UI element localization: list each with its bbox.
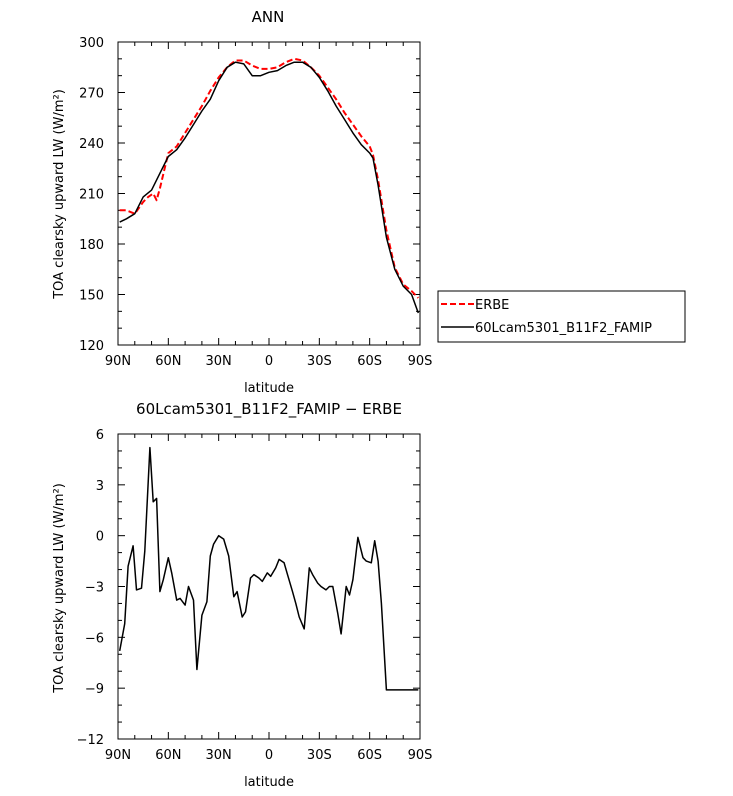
bottom-axis-ticks: 90N 60N 30N 0 30S 60S 90S −12 −9 −6 −3 0 3 6 — [77, 428, 433, 763]
top-series-60lcam5301-b11f2-famip-line — [119, 61, 420, 314]
top-x-tick-label: 30N — [206, 354, 232, 369]
bottom-y-tick-label: −3 — [85, 581, 104, 596]
bottom-series-lines — [118, 446, 419, 691]
bottom-y-axis-title: TOA clearsky upward LW (W/m²) — [52, 483, 67, 694]
bottom-y-tick-label: −6 — [85, 631, 104, 646]
top-y-tick-label: 300 — [79, 36, 104, 51]
top-y-tick-label: 210 — [79, 188, 104, 203]
legend-box — [437, 290, 686, 343]
top-y-tick-label: 270 — [79, 87, 104, 102]
top-x-tick-label: 90N — [105, 354, 131, 369]
bottom-panel: 60Lcam5301_B11F2_FAMIP − ERBE 90N 60N 30N 0… — [52, 400, 432, 790]
bottom-y-tick-label: −12 — [77, 733, 104, 748]
bottom-y-tick-label: 6 — [96, 428, 104, 443]
top-x-axis-title: latitude — [244, 381, 294, 396]
bottom-y-tick-label: −9 — [85, 682, 104, 697]
top-y-tick-label: 120 — [79, 339, 104, 354]
top-panel-title: ANN — [252, 8, 285, 26]
top-x-tick-label: 60S — [357, 354, 382, 369]
bottom-y-tick-label: 0 — [96, 530, 104, 545]
bottom-panel-title: 60Lcam5301_B11F2_FAMIP − ERBE — [136, 400, 402, 419]
top-y-tick-label: 150 — [79, 289, 104, 304]
bottom-x-tick-label: 30N — [206, 748, 232, 763]
bottom-x-tick-label: 60S — [357, 748, 382, 763]
top-y-tick-label: 180 — [79, 238, 104, 253]
bottom-panel-frame — [117, 433, 421, 740]
top-y-tick-label: 240 — [79, 137, 104, 152]
legend-erbe-label: ERBE — [475, 298, 509, 313]
top-x-tick-label: 0 — [265, 354, 273, 369]
top-y-axis-title: TOA clearsky upward LW (W/m²) — [52, 89, 67, 300]
bottom-x-tick-label: 90N — [105, 748, 131, 763]
bottom-series-difference-line — [118, 446, 419, 691]
top-panel-frame — [117, 41, 421, 346]
bottom-x-tick-label: 90S — [408, 748, 433, 763]
bottom-x-tick-label: 60N — [155, 748, 181, 763]
legend: ERBE 60Lcam5301_B11F2_FAMIP — [437, 290, 686, 343]
top-axis-ticks: 90N 60N 30N 0 30S 60S 90S 120 150 180 210 240 270 300 — [79, 36, 432, 369]
top-panel: ANN 90N 60N 30N 0 30S 60S 90S 120 150 180 210 240 27… — [52, 8, 432, 396]
bottom-y-tick-label: 3 — [96, 479, 104, 494]
top-x-tick-label: 90S — [408, 354, 433, 369]
bottom-x-tick-label: 0 — [265, 748, 273, 763]
top-series-erbe-line — [119, 57, 420, 299]
legend-model-label: 60Lcam5301_B11F2_FAMIP — [475, 321, 652, 336]
bottom-x-tick-label: 30S — [307, 748, 332, 763]
top-x-tick-label: 60N — [155, 354, 181, 369]
top-x-tick-label: 30S — [307, 354, 332, 369]
top-series-lines — [119, 57, 420, 314]
bottom-x-axis-title: latitude — [244, 775, 294, 790]
